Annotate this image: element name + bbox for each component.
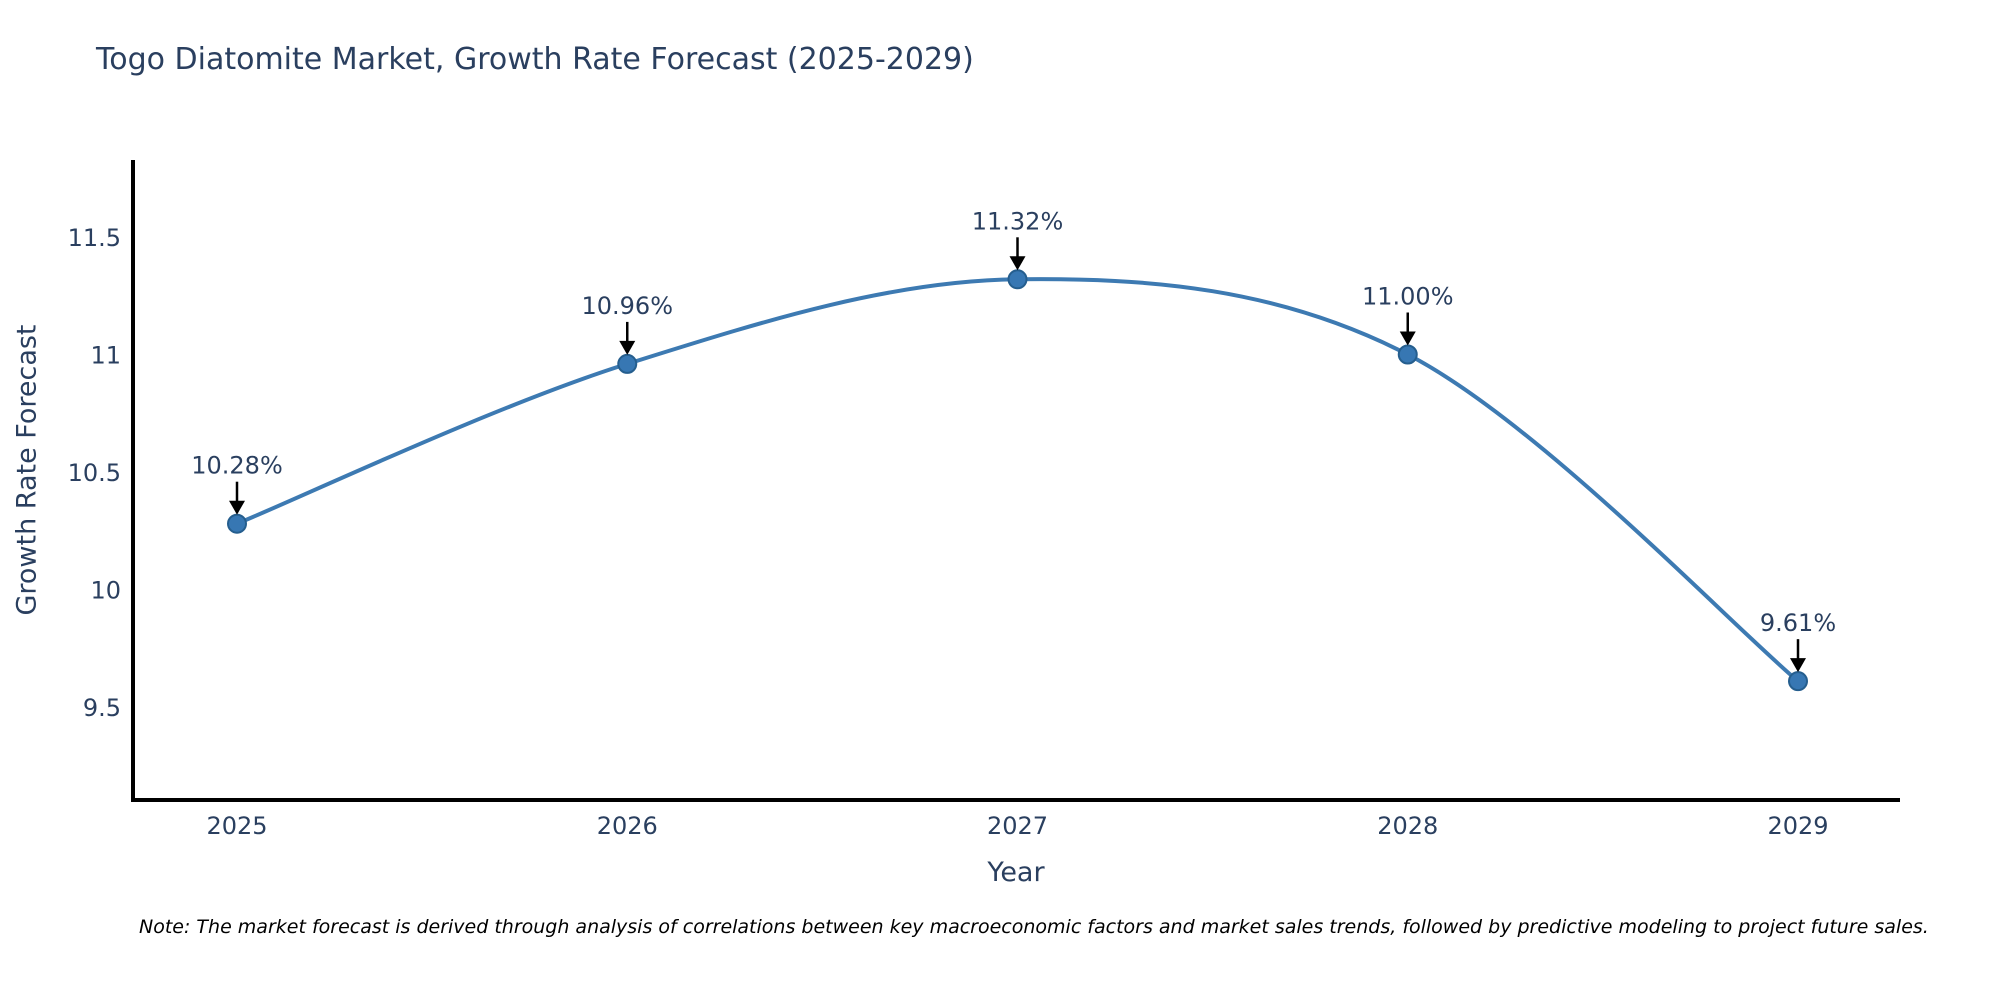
x-axis-title: Year [987, 857, 1045, 888]
data-point-marker [617, 353, 638, 374]
annotation-label: 10.96% [581, 292, 673, 320]
chart-title: Togo Diatomite Market, Growth Rate Forec… [96, 42, 974, 77]
annotation-arrowhead-icon [1009, 256, 1026, 271]
footnote: Note: The market forecast is derived thr… [139, 916, 1929, 938]
annotation-arrowhead-icon [619, 340, 636, 355]
line-series-path [236, 277, 1800, 683]
y-tick-label: 11.5 [68, 224, 121, 252]
y-axis-title: Growth Rate Forecast [11, 324, 43, 616]
annotation-arrowhead-icon [1790, 658, 1806, 673]
data-point-marker [1397, 344, 1418, 365]
y-tick-label: 9.5 [83, 694, 121, 722]
annotation-label: 11.32% [972, 207, 1064, 235]
x-tick-label: 2028 [1377, 812, 1438, 840]
y-tick-label: 10.5 [68, 459, 121, 487]
data-point-marker [227, 513, 247, 534]
annotation-label: 9.61% [1760, 609, 1836, 637]
x-tick-label: 2026 [597, 812, 658, 840]
x-tick-label: 2027 [987, 812, 1048, 840]
data-point-marker [1007, 269, 1028, 290]
data-point-marker [1788, 671, 1808, 692]
annotation-arrowhead-icon [229, 500, 245, 515]
annotation-label: 10.28% [191, 452, 283, 480]
annotation-arrowhead-icon [1399, 331, 1416, 346]
y-tick-label: 10 [90, 577, 121, 605]
x-tick-label: 2025 [206, 812, 267, 840]
annotation-label: 11.00% [1362, 283, 1454, 311]
x-tick-label: 2029 [1767, 812, 1828, 840]
y-tick-label: 11 [90, 342, 121, 370]
